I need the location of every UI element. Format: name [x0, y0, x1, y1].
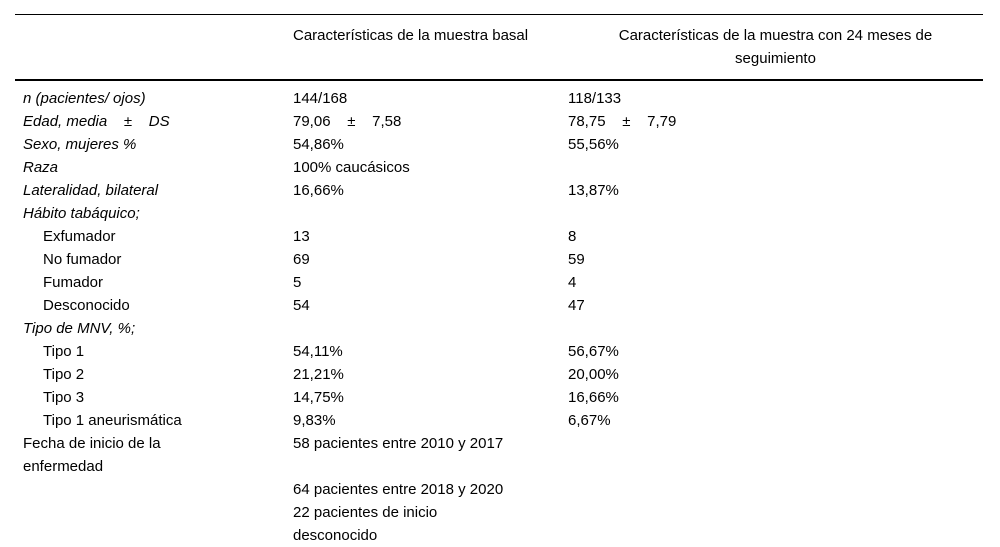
basal-value: 79,06 ± 7,58: [293, 113, 402, 130]
table-row: Fumador 5 4: [15, 271, 983, 294]
seguimiento-value: 20,00%: [568, 366, 619, 383]
table-row: 22 pacientes de inicio desconocido: [15, 501, 983, 547]
table-row: Tipo 1 aneurismática 9,83% 6,67%: [15, 409, 983, 432]
sample-characteristics-table: Características de la muestra basal Cara…: [15, 14, 983, 547]
seguimiento-value: 78,75 ± 7,79: [568, 113, 677, 130]
table-row: 64 pacientes entre 2018 y 2020: [15, 478, 983, 501]
table-row: Sexo, mujeres % 54,86% 55,56%: [15, 133, 983, 156]
table-body: n (pacientes/ ojos) 144/168 118/133 Edad…: [15, 81, 983, 547]
seguimiento-value: 55,56%: [568, 136, 619, 153]
seguimiento-value: 56,67%: [568, 343, 619, 360]
row-label: Lateralidad, bilateral: [23, 182, 159, 199]
seguimiento-value: 8: [568, 228, 577, 245]
table-row: Tipo de MNV, %;: [15, 317, 983, 340]
header-divider-rule: [15, 79, 983, 81]
table-row: Hábito tabáquico;: [15, 202, 983, 225]
basal-value: 22 pacientes de inicio desconocido: [293, 504, 438, 544]
basal-value: 54: [293, 297, 310, 314]
row-label: Fecha de inicio de la enfermedad: [23, 435, 161, 475]
table-row: Desconocido 54 47: [15, 294, 983, 317]
basal-value: 64 pacientes entre 2018 y 2020: [293, 481, 504, 498]
table-row: No fumador 69 59: [15, 248, 983, 271]
seguimiento-value: 47: [568, 297, 585, 314]
col-header-basal: Características de la muestra basal: [293, 27, 529, 44]
row-label: n (pacientes/ ojos): [23, 90, 146, 107]
row-label: Tipo 1: [43, 343, 85, 360]
table-row: Edad, media ± DS 79,06 ± 7,58 78,75 ± 7,…: [15, 110, 983, 133]
table-row: Tipo 2 21,21% 20,00%: [15, 363, 983, 386]
basal-value: 144/168: [293, 90, 348, 107]
row-label: Tipo 3: [43, 389, 85, 406]
row-label: Sexo, mujeres %: [23, 136, 137, 153]
seguimiento-value: 13,87%: [568, 182, 619, 199]
row-label: Hábito tabáquico;: [23, 205, 140, 222]
col-header-seguimiento: Características de la muestra con 24 mes…: [618, 27, 933, 67]
basal-value: 16,66%: [293, 182, 344, 199]
seguimiento-value: 118/133: [568, 90, 622, 107]
row-label: Tipo 2: [43, 366, 85, 383]
table-row: n (pacientes/ ojos) 144/168 118/133: [15, 87, 983, 110]
basal-value: 21,21%: [293, 366, 344, 383]
seguimiento-value: 4: [568, 274, 577, 291]
row-label: Edad, media ± DS: [23, 113, 170, 130]
table-row: Tipo 1 54,11% 56,67%: [15, 340, 983, 363]
table-row: Fecha de inicio de la enfermedad 58 paci…: [15, 432, 983, 478]
basal-value: 58 pacientes entre 2010 y 2017: [293, 435, 504, 452]
basal-value: 69: [293, 251, 310, 268]
table-row: Lateralidad, bilateral 16,66% 13,87%: [15, 179, 983, 202]
row-label: Tipo 1 aneurismática: [43, 412, 182, 429]
seguimiento-value: 6,67%: [568, 412, 611, 429]
basal-value: 9,83%: [293, 412, 336, 429]
seguimiento-value: 59: [568, 251, 585, 268]
row-label: Raza: [23, 159, 59, 176]
basal-value: 54,86%: [293, 136, 344, 153]
row-label: Tipo de MNV, %;: [23, 320, 136, 337]
basal-value: 14,75%: [293, 389, 344, 406]
row-label: Exfumador: [43, 228, 116, 245]
table-row: Raza 100% caucásicos: [15, 156, 983, 179]
table-row: Tipo 3 14,75% 16,66%: [15, 386, 983, 409]
row-label: Desconocido: [43, 297, 130, 314]
header-row: Características de la muestra basal Cara…: [15, 15, 983, 79]
basal-value: 5: [293, 274, 302, 291]
top-rule: [15, 14, 983, 15]
table-row: Exfumador 13 8: [15, 225, 983, 248]
row-label: Fumador: [43, 274, 104, 291]
basal-value: 100% caucásicos: [293, 159, 410, 176]
basal-value: 54,11%: [293, 343, 343, 360]
row-label: No fumador: [43, 251, 122, 268]
basal-value: 13: [293, 228, 310, 245]
seguimiento-value: 16,66%: [568, 389, 619, 406]
